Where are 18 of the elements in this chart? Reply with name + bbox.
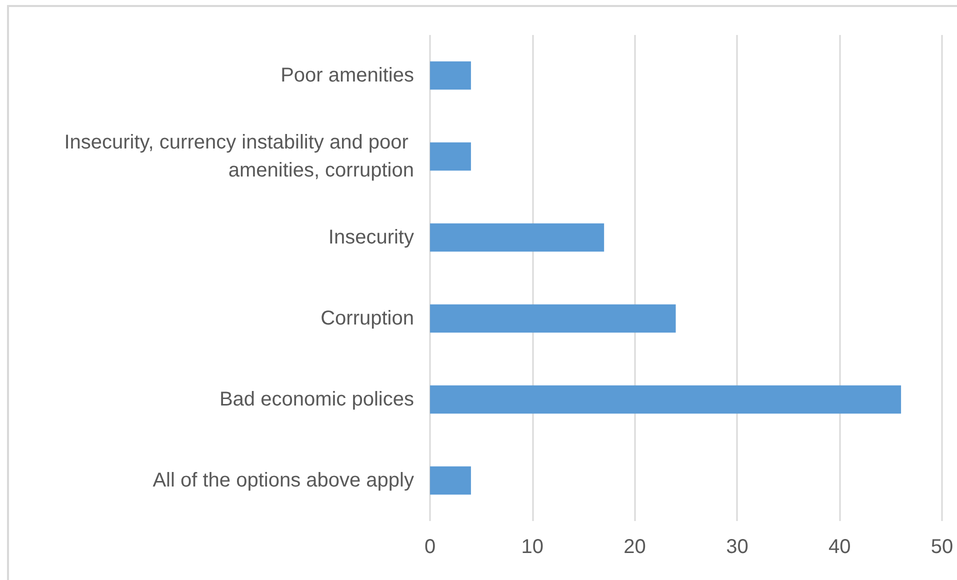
y-tick-label: All of the options above apply (152, 470, 414, 492)
y-tick-label: Bad economic polices (219, 388, 414, 410)
x-tick-label: 20 (624, 536, 646, 558)
y-tick-label: Poor amenities (280, 64, 414, 86)
x-tick-label: 0 (424, 536, 436, 558)
x-tick-label: 40 (828, 536, 851, 558)
bar (430, 466, 471, 495)
x-tick-label: 50 (930, 536, 954, 558)
x-tick-label: 30 (726, 536, 748, 558)
x-tick-label: 10 (521, 536, 544, 558)
bar (430, 223, 604, 252)
y-tick-label: Insecurity (328, 226, 414, 248)
bar (430, 385, 902, 414)
bar (430, 142, 471, 171)
bar (430, 304, 676, 333)
y-tick-label: Corruption (320, 308, 414, 330)
y-tick-label: Insecurity, currency instability and poor amenities, corruption (64, 132, 414, 182)
bar (430, 61, 471, 90)
